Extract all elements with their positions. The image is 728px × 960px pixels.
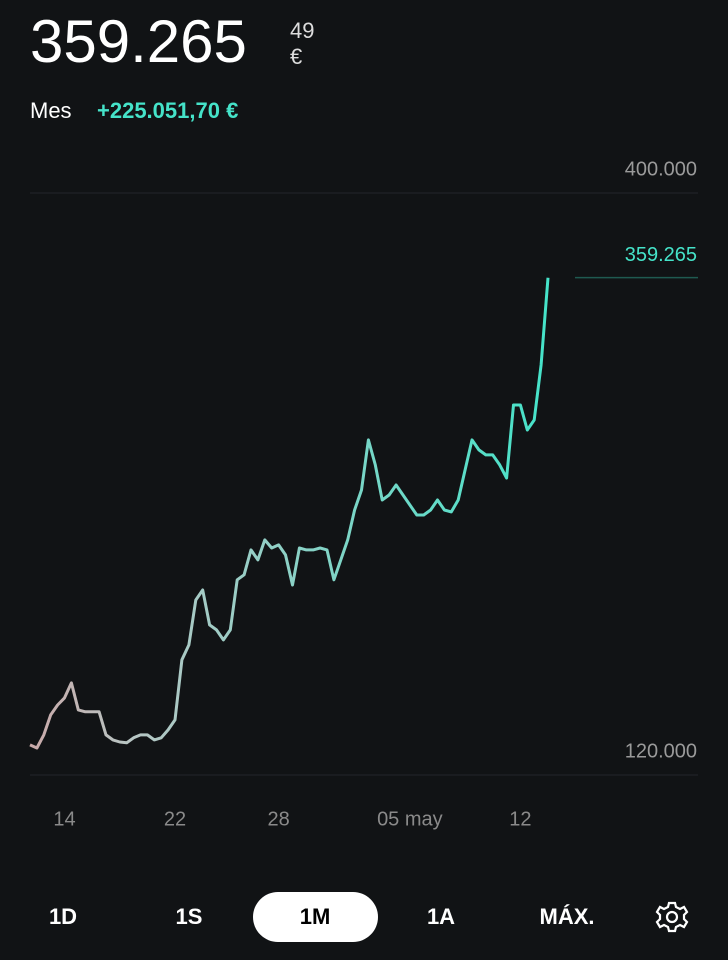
price-line: [29, 277, 550, 750]
period-change: +225.051,70 €: [97, 98, 238, 123]
range-button[interactable]: 1A: [427, 904, 455, 929]
x-tick-label: 22: [164, 808, 186, 830]
current-value-label: 359.265: [625, 244, 697, 266]
range-button-bg[interactable]: [253, 892, 378, 942]
balance-currency: €: [290, 44, 302, 69]
period-label: Mes: [30, 98, 72, 123]
balance-decimals: 49: [290, 18, 314, 43]
x-tick-label: 12: [509, 808, 531, 830]
range-button[interactable]: 1M: [300, 904, 331, 929]
range-button[interactable]: 1D: [49, 904, 77, 929]
settings-button[interactable]: [655, 901, 689, 933]
range-selector: 1D 1S 1M 1A MÁX.: [49, 892, 595, 942]
x-tick-label: 05 may: [377, 808, 443, 830]
y-tick-label: 400.000: [625, 158, 697, 180]
chart: 120.000 400.000 359.265 14 22 28 05 may 12: [29, 158, 698, 830]
x-tick-label: 14: [53, 808, 75, 830]
x-tick-label: 28: [268, 808, 290, 830]
balance-integer: 359.265: [30, 8, 247, 75]
range-button[interactable]: MÁX.: [540, 904, 595, 929]
y-tick-label: 120.000: [625, 740, 697, 762]
range-button[interactable]: 1S: [176, 904, 203, 929]
